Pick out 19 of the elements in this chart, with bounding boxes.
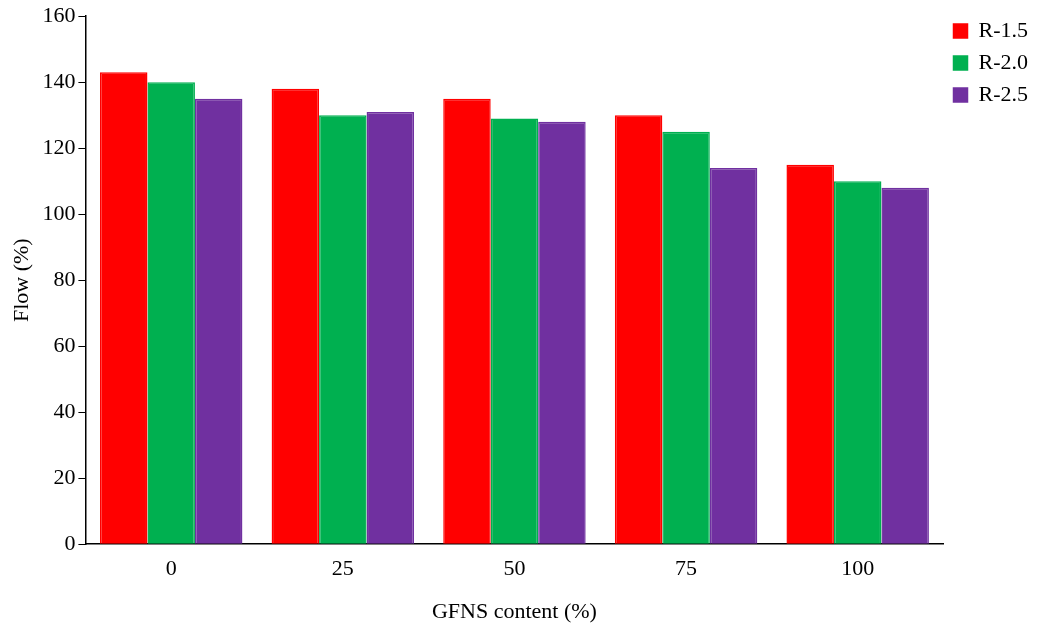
x-tick-label: 50 (503, 555, 526, 581)
legend-label: R-2.5 (978, 80, 1028, 106)
x-tick-label: 75 (675, 555, 698, 581)
y-tick-label: 20 (53, 463, 76, 489)
y-tick-label: 140 (42, 67, 76, 93)
x-tick-label: 0 (165, 555, 177, 581)
x-tick-label: 25 (331, 555, 354, 581)
y-tick-label: 0 (64, 529, 76, 555)
legend-label: R-2.0 (978, 48, 1028, 74)
y-axis-title: Flow (%) (7, 238, 33, 323)
y-tick-label: 40 (53, 397, 76, 423)
y-tick-label: 100 (42, 199, 76, 225)
y-tick-label: 160 (42, 1, 76, 27)
y-tick-label: 60 (53, 331, 76, 357)
y-tick-label: 80 (53, 265, 76, 291)
y-tick-label: 120 (42, 133, 76, 159)
legend-label: R-1.5 (978, 16, 1028, 42)
x-tick-label: 100 (841, 555, 875, 581)
x-axis-title: GFNS content (%) (431, 597, 597, 623)
